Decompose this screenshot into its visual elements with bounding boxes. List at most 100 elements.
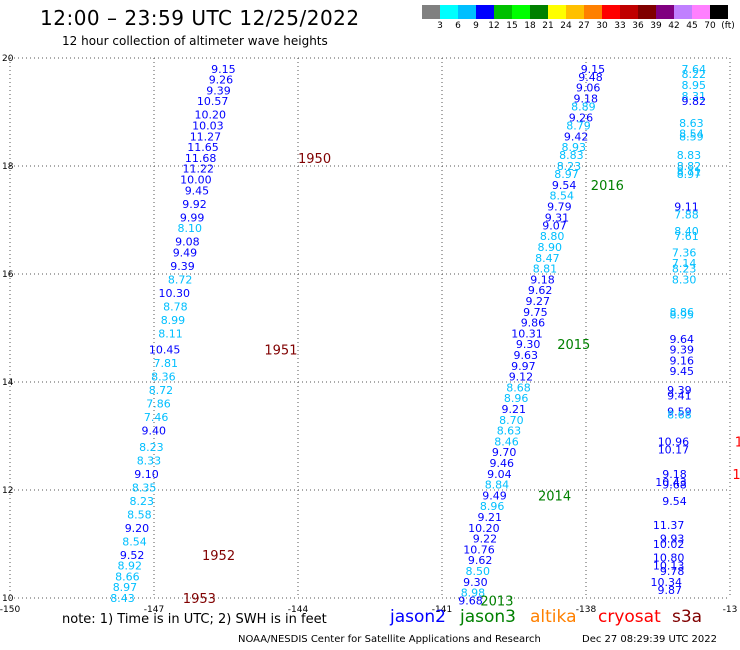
data-point: 8.54 — [550, 190, 575, 203]
data-point: 8.63 — [679, 117, 704, 130]
data-point: 9.40 — [142, 425, 167, 438]
data-point: 9.11 — [674, 201, 699, 214]
satellite-cryosat: cryosat — [598, 607, 661, 627]
data-point: 9.99 — [180, 211, 205, 224]
scale-swatch — [440, 5, 458, 19]
satellite-jason2: jason2 — [390, 607, 446, 627]
data-point: 9.30 — [516, 338, 541, 351]
data-point: 7.64 — [682, 63, 707, 76]
data-point: 9.54 — [662, 495, 687, 508]
data-point: 10.02 — [653, 538, 685, 551]
scale-label: 42 — [668, 21, 680, 31]
x-tick-label: -150 — [0, 605, 20, 615]
data-point: 8.54 — [679, 128, 704, 141]
data-point: 11.37 — [653, 519, 685, 532]
data-point: 9.15 — [581, 63, 606, 76]
data-point: 9.26 — [569, 111, 594, 124]
data-point: 10.57 — [197, 95, 229, 108]
data-point: 9.31 — [545, 211, 570, 224]
data-point: 11.27 — [190, 130, 222, 143]
scale-swatch — [548, 5, 566, 19]
data-point: 9.82 — [682, 95, 707, 108]
data-point: 8.10 — [178, 222, 203, 235]
data-point: 9.68 — [458, 595, 483, 608]
data-point: 7.88 — [674, 209, 699, 222]
scale-swatch — [494, 5, 512, 19]
data-point: 8.23 — [130, 495, 155, 508]
data-point: 9.48 — [578, 71, 603, 84]
pass-label: 1952 — [202, 549, 235, 564]
data-point: 9.15 — [211, 63, 236, 76]
data-point: 8.36 — [151, 371, 176, 384]
data-point: 8.50 — [466, 565, 491, 578]
data-point: 8.33 — [137, 454, 162, 467]
scale-label: (ft) — [721, 21, 735, 31]
data-point: 8.99 — [161, 314, 186, 327]
scale-swatch — [530, 5, 548, 19]
data-point: 7.81 — [154, 357, 179, 370]
data-point: 9.54 — [552, 179, 577, 192]
satellite-s3a: s3a — [672, 607, 703, 627]
data-point: 8.40 — [674, 225, 699, 238]
data-point: 8.23 — [139, 441, 164, 454]
data-point: 8.93 — [562, 141, 587, 154]
scale-label: 9 — [473, 21, 479, 31]
pass-label: 2015 — [557, 338, 590, 353]
scale-label: 45 — [686, 21, 698, 31]
footer-note: note: 1) Time is in UTC; 2) SWH is in fe… — [62, 612, 327, 627]
data-point: 8.63 — [497, 425, 522, 438]
data-point: 10.34 — [651, 576, 683, 589]
scale-label: 24 — [560, 21, 572, 31]
pass-label: 2013 — [480, 595, 513, 610]
data-point: 9.21 — [478, 511, 503, 524]
data-point: 10.20 — [195, 109, 227, 122]
pass-label: 2014 — [538, 489, 571, 504]
data-point: 9.68 — [662, 479, 687, 492]
data-point: 8.79 — [566, 120, 591, 133]
data-point: 9.45 — [185, 184, 210, 197]
satellite-jason3: jason3 — [460, 607, 516, 627]
data-point: 8.95 — [670, 309, 695, 322]
data-point: 9.10 — [134, 468, 159, 481]
data-point: 9.70 — [492, 446, 517, 459]
data-point: 9.62 — [468, 554, 493, 567]
data-point: 8.23 — [672, 263, 697, 276]
data-point: 8.71 — [677, 165, 702, 178]
data-point: 8.22 — [682, 68, 707, 81]
scale-label: 18 — [524, 21, 536, 31]
data-point: 10.45 — [149, 344, 181, 357]
pass-label: 1953 — [183, 592, 216, 607]
data-point: 8.82 — [677, 160, 702, 173]
data-point: 8.97 — [554, 168, 579, 181]
data-point: 8.90 — [538, 241, 563, 254]
data-point: 8.96 — [480, 500, 505, 513]
data-point: 9.22 — [473, 533, 498, 546]
scale-label: 12 — [488, 21, 500, 31]
scale-label: 39 — [650, 21, 662, 31]
data-point: 8.30 — [672, 273, 697, 286]
y-tick-label: 14 — [2, 378, 14, 388]
credit-line: NOAA/NESDIS Center for Satellite Applica… — [238, 634, 541, 645]
x-tick-label: -13 — [723, 605, 738, 615]
data-point: 8.11 — [158, 327, 183, 340]
x-tick-label: -144 — [288, 605, 309, 615]
scale-swatch — [458, 5, 476, 19]
data-point: 8.35 — [132, 481, 157, 494]
data-point: 8.58 — [127, 508, 152, 521]
scale-label: 21 — [542, 21, 554, 31]
data-point: 9.39 — [206, 84, 231, 97]
pass-label: 1255 — [735, 435, 740, 450]
scale-swatch — [584, 5, 602, 19]
data-point: 11.65 — [187, 141, 219, 154]
data-point: 10.03 — [192, 120, 224, 133]
data-point: 9.08 — [175, 236, 200, 249]
data-point: 8.96 — [504, 392, 529, 405]
data-point: 9.75 — [523, 306, 548, 319]
data-point: 10.96 — [658, 435, 690, 448]
scale-label: 6 — [455, 21, 461, 31]
data-point: 9.52 — [120, 549, 145, 562]
pass-label: 1951 — [264, 344, 297, 359]
data-point: 9.06 — [576, 82, 601, 95]
data-point: 8.98 — [461, 587, 486, 600]
